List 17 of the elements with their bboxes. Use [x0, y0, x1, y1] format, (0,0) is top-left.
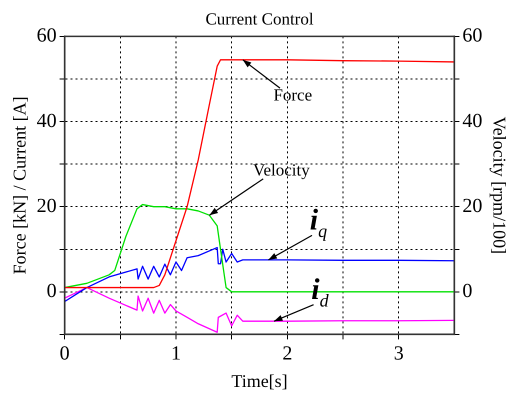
x-tick-label: 3: [394, 342, 404, 365]
y2-axis-title: Velocity [rpm/100]: [489, 116, 510, 254]
y2-tick-label: 40: [462, 110, 482, 132]
y-tick-label: 40: [36, 110, 57, 132]
x-tick-label: 2: [282, 342, 292, 365]
y2-tick-label: 20: [462, 194, 482, 217]
y-tick-label: 0: [46, 280, 57, 302]
x-tick-label: 1: [170, 342, 181, 365]
x-axis-title: Time[s]: [231, 370, 288, 391]
y-axis-title: Force [kN] / Current [A]: [10, 96, 30, 274]
annotation: Force: [273, 85, 312, 104]
y-tick-label: 60: [36, 24, 57, 47]
y2-tick-label: 0: [462, 280, 472, 302]
chart-title: Current Control: [205, 10, 314, 29]
y2-tick-label: 60: [462, 24, 482, 47]
y-tick-label: 20: [36, 194, 57, 217]
annotation: Velocity: [253, 160, 310, 180]
